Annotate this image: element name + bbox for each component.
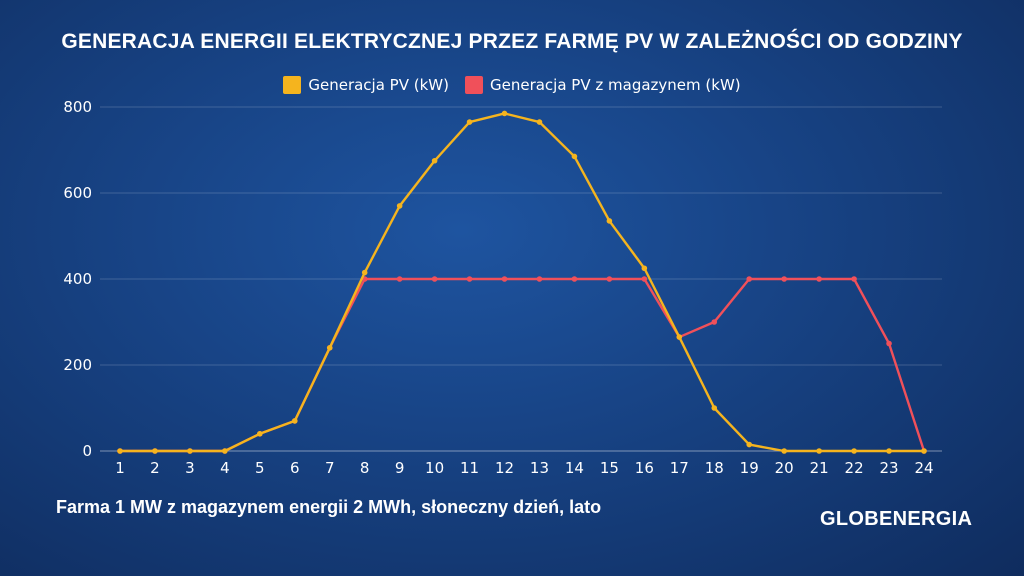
series-1-point: [816, 276, 822, 282]
y-tick-label: 0: [82, 442, 92, 460]
series-0-point: [676, 334, 683, 340]
series-0-point: [187, 448, 193, 454]
series-0-point: [222, 448, 228, 454]
series-1-point: [536, 276, 543, 282]
series-1-point: [886, 340, 892, 347]
series-1-point: [466, 276, 473, 282]
series-1-point: [396, 276, 403, 282]
series-0-point: [501, 110, 508, 117]
series-1-point: [431, 276, 438, 282]
x-tick-label: 8: [360, 459, 370, 477]
x-tick-label: 23: [879, 459, 898, 477]
series-0-point: [152, 448, 158, 454]
x-tick-label: 18: [705, 459, 724, 477]
legend-label-pv: Generacja PV (kW): [308, 76, 449, 94]
chart-subtitle: Farma 1 MW z magazynem energii 2 MWh, sł…: [56, 497, 602, 517]
series-0-point: [361, 269, 368, 276]
x-tick-label: 1: [115, 459, 125, 477]
series-0-point: [536, 119, 543, 125]
series-0-point: [466, 119, 473, 125]
series-0-point: [781, 448, 787, 454]
y-tick-label: 400: [63, 270, 92, 288]
series-1-point: [746, 276, 753, 282]
x-tick-label: 11: [460, 459, 479, 477]
series-0-point: [257, 431, 263, 437]
series-0-point: [746, 441, 753, 448]
series-1-point: [781, 276, 787, 282]
series-0-point: [606, 218, 613, 224]
x-tick-label: 14: [565, 459, 584, 477]
series-line-0: [120, 112, 924, 453]
x-tick-label: 15: [600, 459, 619, 477]
y-tick-label: 600: [63, 184, 92, 202]
brand-logo: GLOBENERGIA: [820, 508, 973, 530]
series-1-point: [606, 276, 613, 282]
series-0-point: [396, 203, 403, 209]
series-0-point: [886, 448, 892, 454]
x-tick-label: 21: [810, 459, 829, 477]
series-0-point: [571, 153, 578, 160]
x-tick-label: 17: [670, 459, 689, 477]
series-1-point: [851, 276, 857, 282]
series-1-point: [641, 276, 648, 282]
x-tick-label: 24: [914, 459, 933, 477]
series-1-point: [571, 276, 578, 282]
series-0-point: [431, 157, 438, 164]
y-tick-label: 800: [63, 98, 92, 116]
y-tick-label: 200: [63, 356, 92, 374]
x-tick-label: 6: [290, 459, 300, 477]
legend-swatch-pv: [283, 76, 302, 94]
series-1-point: [501, 276, 508, 282]
x-tick-label: 13: [530, 459, 549, 477]
x-tick-label: 19: [740, 459, 759, 477]
series-0-point: [641, 265, 648, 272]
series-0-point: [711, 405, 718, 411]
series-0-point: [117, 448, 123, 454]
series-lines: [117, 110, 927, 454]
legend-item-pv-storage: Generacja PV z magazynem (kW): [464, 76, 741, 94]
x-tick-label: 10: [425, 459, 444, 477]
legend-label-pv-storage: Generacja PV z magazynem (kW): [489, 76, 741, 94]
x-tick-label: 3: [185, 459, 195, 477]
chart-title: GENERACJA ENERGII ELEKTRYCZNEJ PRZEZ FAR…: [61, 30, 963, 53]
chart-legend: Generacja PV (kW) Generacja PV z magazyn…: [0, 76, 1024, 94]
x-tick-label: 20: [775, 459, 794, 477]
series-0-point: [816, 448, 822, 454]
series-0-point: [326, 345, 333, 351]
x-tick-label: 9: [395, 459, 405, 477]
x-tick-label: 2: [150, 459, 160, 477]
legend-item-pv: Generacja PV (kW): [283, 76, 449, 94]
series-1-point: [711, 319, 718, 325]
x-tick-label: 5: [255, 459, 265, 477]
x-tick-label: 12: [495, 459, 514, 477]
x-tick-label: 22: [845, 459, 864, 477]
x-tick-label: 7: [325, 459, 335, 477]
series-0-point: [921, 448, 927, 454]
x-tick-label: 16: [635, 459, 654, 477]
series-0-point: [291, 418, 298, 424]
series-0-point: [851, 448, 857, 454]
legend-swatch-pv-storage: [464, 76, 483, 94]
x-tick-label: 4: [220, 459, 230, 477]
